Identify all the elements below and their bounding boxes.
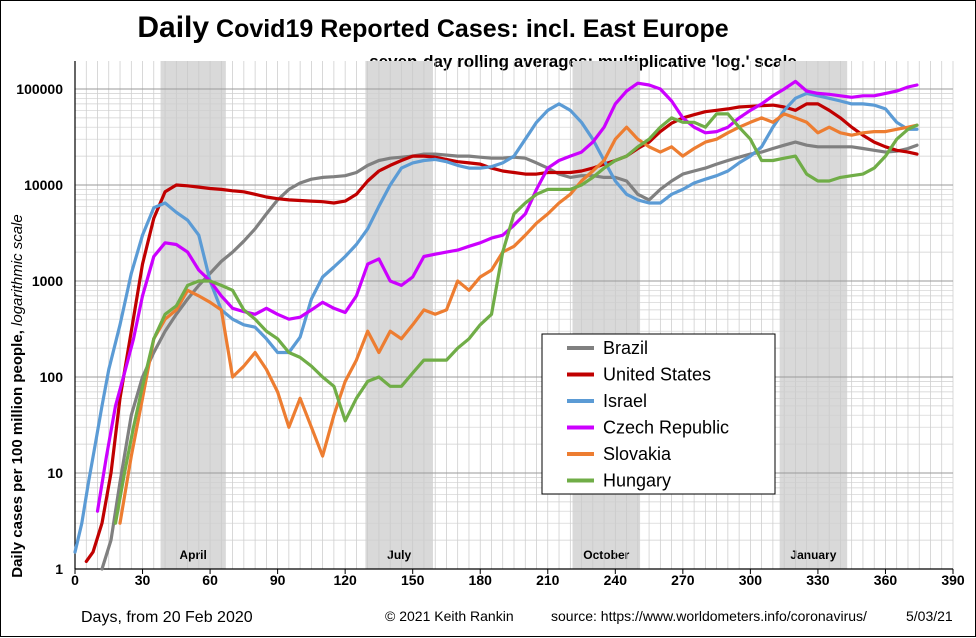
legend-label: United States <box>603 365 711 385</box>
legend-items: Brazil United States Israel Czech Republic S… <box>567 338 729 491</box>
y-axis-label-main: Daily cases per 100 million people, <box>9 330 26 578</box>
x-tick-label: 150 <box>401 572 425 588</box>
y-axis-label: Daily cases per 100 million people, loga… <box>9 214 26 578</box>
month-band <box>779 61 848 569</box>
month-band-label: January <box>790 548 836 562</box>
source-text: source: https://www.worldometers.info/co… <box>551 608 867 624</box>
legend: Brazil United States Israel Czech Republic S… <box>541 333 776 495</box>
series-line-israel <box>73 91 919 554</box>
y-tick-label: 1000 <box>32 273 63 289</box>
legend-label: Brazil <box>603 338 648 358</box>
x-tick-label: 240 <box>604 572 628 588</box>
date-text: 5/03/21 <box>906 608 953 624</box>
x-tick-label: 360 <box>874 572 898 588</box>
chart-title-rest: Covid19 Reported Cases: incl. East Europ… <box>209 15 729 43</box>
series-line-czech-republic <box>95 79 919 513</box>
x-tick-label: 120 <box>333 572 357 588</box>
x-tick-label: 330 <box>806 572 830 588</box>
series-lines <box>73 79 919 571</box>
x-tick-label: 210 <box>536 572 560 588</box>
credit-text: © 2021 Keith Rankin <box>385 608 514 624</box>
x-tick-label: 300 <box>739 572 763 588</box>
x-tick-label: 90 <box>270 572 286 588</box>
chart-title-bold: Daily <box>137 11 209 44</box>
legend-box <box>541 333 776 495</box>
x-tick-label: 180 <box>469 572 493 588</box>
y-tick-label: 100 <box>40 369 64 385</box>
y-tick-label: 10000 <box>24 177 63 193</box>
y-axis-label-italic: logarithmic scale <box>9 214 26 330</box>
month-band-label: April <box>180 548 207 562</box>
x-tick-label: 30 <box>135 572 151 588</box>
axes: 0 30 60 90 120 150 180 210 240 270 300 330 360 390 1 10… <box>16 61 965 588</box>
month-band <box>365 61 433 569</box>
month-band-label: October <box>583 548 629 562</box>
legend-label: Hungary <box>603 471 671 491</box>
x-tick-label: 60 <box>202 572 218 588</box>
series-line-hungary <box>113 112 919 525</box>
y-tick-label: 10 <box>47 465 63 481</box>
chart-title: Daily Covid19 Reported Cases: incl. East… <box>137 11 728 44</box>
x-tick-label: 270 <box>671 572 695 588</box>
x-tick-label: 0 <box>71 572 79 588</box>
series-line-united-states <box>84 102 919 564</box>
x-axis-label: Days, from 20 Feb 2020 <box>81 609 253 626</box>
legend-label: Czech Republic <box>603 418 729 438</box>
legend-label: Israel <box>603 391 647 411</box>
legend-label: Slovakia <box>603 444 672 464</box>
x-tick-label: 390 <box>941 572 965 588</box>
month-band-label: July <box>387 548 411 562</box>
y-tick-label: 100000 <box>16 81 63 97</box>
series-line-slovakia <box>118 112 919 525</box>
y-tick-label: 1 <box>55 561 63 577</box>
